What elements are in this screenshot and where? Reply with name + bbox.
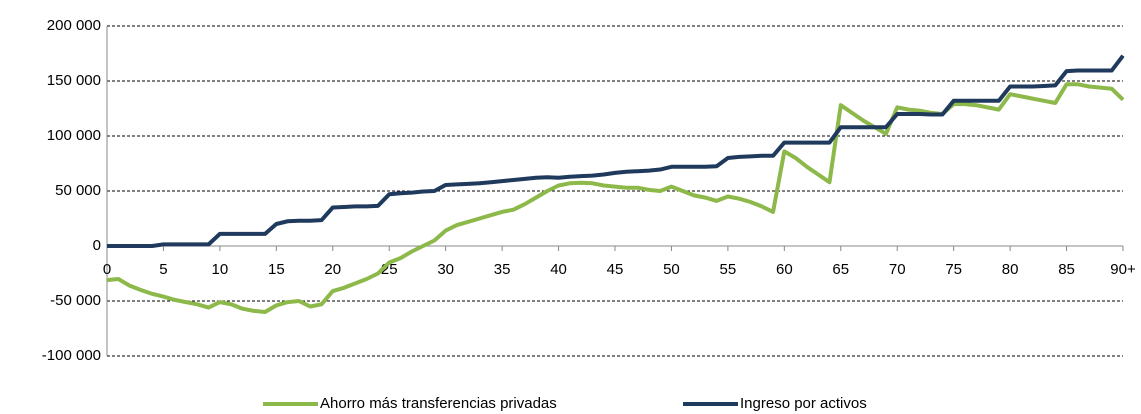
y-tick-label: 150 000: [47, 72, 101, 89]
x-tick-label: 35: [494, 261, 511, 278]
x-tick-label: 80: [1002, 261, 1019, 278]
legend-label: Ingreso por activos: [740, 395, 867, 412]
series-line: [106, 82, 1125, 314]
x-tick-label: 85: [1058, 261, 1075, 278]
x-tick-label: 70: [889, 261, 906, 278]
x-tick-label: 75: [945, 261, 962, 278]
x-tick-label: 40: [550, 261, 567, 278]
x-tick-label: 5: [159, 261, 167, 278]
y-tick-label: 200 000: [47, 17, 101, 34]
x-tick-label: 65: [832, 261, 849, 278]
series-line: [107, 54, 1125, 248]
y-tick-label: -50 000: [50, 292, 101, 309]
y-tick-label: 0: [93, 237, 101, 254]
x-tick-label: 15: [268, 261, 285, 278]
x-tick-label: 90+: [1110, 261, 1136, 278]
x-tick-label: 20: [324, 261, 341, 278]
y-tick-label: -100 000: [42, 347, 101, 364]
legend-label: Ahorro más transferencias privadas: [320, 395, 557, 412]
x-tick-label: 10: [212, 261, 229, 278]
x-tick-label: 60: [776, 261, 793, 278]
x-tick-label: 55: [720, 261, 737, 278]
x-tick-label: 30: [437, 261, 454, 278]
x-tick-label: 0: [103, 261, 111, 278]
x-tick-label: 45: [607, 261, 624, 278]
x-tick-label: 50: [663, 261, 680, 278]
y-tick-label: 100 000: [47, 127, 101, 144]
y-tick-label: 50 000: [55, 182, 101, 199]
